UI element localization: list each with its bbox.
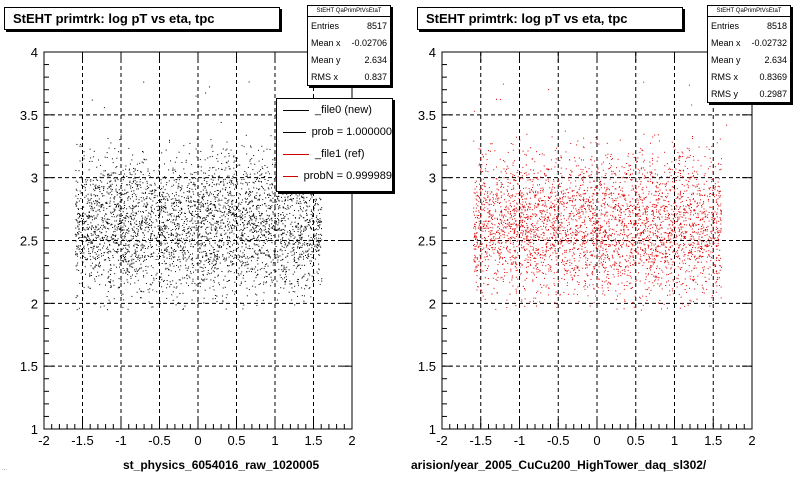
footer-note: ... <box>2 466 8 472</box>
x-tick-label: -0.5 <box>547 433 569 448</box>
left-stats-header: StEHT QaPrimPtVsEtaT <box>308 6 390 17</box>
right-chart-title: StEHT primtrk: log pT vs eta, tpc <box>417 7 683 30</box>
left-chart-title: StEHT primtrk: log pT vs eta, tpc <box>4 7 280 30</box>
x-tick-label: 0.5 <box>227 433 245 448</box>
right-chart-title-text: StEHT primtrk: log pT vs eta, tpc <box>426 11 628 26</box>
x-tick-label: -1 <box>115 433 127 448</box>
y-tick-label: 3 <box>31 171 38 186</box>
legend-line-red <box>283 175 298 177</box>
legend-item: _file0 (new) <box>277 101 392 119</box>
x-tick-label: -1.5 <box>71 433 93 448</box>
y-tick-label: 1.5 <box>20 359 38 374</box>
stat-label: RMS x <box>311 72 338 82</box>
stat-label: Mean y <box>711 55 741 65</box>
legend-line-red <box>283 153 309 155</box>
stat-label: Entries <box>311 21 340 31</box>
left-stats-row: RMS x 0.837 <box>308 68 390 85</box>
plot-panel-1: -2 -1.5 -1 -0.5 0 0.5 1 1.5 2 1 1.5 2 2.5 3 3.5 4 <box>418 45 756 448</box>
stat-value: 0.837 <box>364 72 387 82</box>
left-stats-box: StEHT QaPrimPtVsEtaT Entries 8517 Mean x-… <box>307 5 391 86</box>
stat-label: Mean x <box>311 38 341 48</box>
left-x-axis-label: st_physics_6054016_raw_1020005 <box>123 458 320 472</box>
stat-value: 8518 <box>766 21 787 31</box>
y-tick-label: 1 <box>31 422 38 437</box>
right-stats-box: StEHT QaPrimPtVsEtaT Entries 8518 Mean x-… <box>707 5 791 103</box>
legend-item: prob = 1.000000 <box>277 123 392 141</box>
x-tick-label: 1.5 <box>704 433 722 448</box>
x-tick-label: 1 <box>671 433 678 448</box>
x-tick-label: 2 <box>748 433 755 448</box>
stat-value: 0.2987 <box>759 89 787 99</box>
stat-label: Mean y <box>311 55 341 65</box>
y-tick-label: 2.5 <box>20 234 38 249</box>
stat-label: RMS y <box>711 89 738 99</box>
legend-label: _file0 (new) <box>315 104 372 116</box>
stat-value: 8517 <box>366 21 387 31</box>
x-tick-label: 1 <box>271 433 278 448</box>
legend-item: probN = 0.999989 <box>277 167 392 185</box>
stat-value: -0.02706 <box>351 38 387 48</box>
scatter-points <box>473 81 728 311</box>
y-tick-label: 3 <box>429 171 436 186</box>
y-tick-label: 2 <box>429 296 436 311</box>
legend-line-black <box>283 131 306 133</box>
y-tick-label: 3.5 <box>20 108 38 123</box>
right-stats-row: Mean y 2.634 <box>708 51 790 68</box>
x-tick-label: 0.5 <box>627 433 645 448</box>
right-stats-row: RMS x 0.8369 <box>708 68 790 85</box>
y-tick-label: 2.5 <box>418 234 436 249</box>
stat-value: -0.02732 <box>751 38 787 48</box>
y-tick-label: 1.5 <box>418 359 436 374</box>
left-chart-title-text: StEHT primtrk: log pT vs eta, tpc <box>13 11 215 26</box>
x-tick-label: 2 <box>348 433 355 448</box>
y-tick-label: 3.5 <box>418 108 436 123</box>
x-tick-label: 0 <box>593 433 600 448</box>
legend-label: _file1 (ref) <box>315 148 365 160</box>
right-stats-row: Mean x -0.02732 <box>708 34 790 51</box>
right-stats-row: Entries 8518 <box>708 17 790 34</box>
right-stats-header: StEHT QaPrimPtVsEtaT <box>708 6 790 17</box>
legend-label: probN = 0.999989 <box>303 170 392 182</box>
legend-item: _file1 (ref) <box>277 145 392 163</box>
legend-box: _file0 (new) prob = 1.000000 _file1 (ref… <box>276 98 393 192</box>
y-tick-label: 2 <box>31 296 38 311</box>
legend-label: prob = 1.000000 <box>311 126 392 138</box>
right-stats-row: RMS y 0.2987 <box>708 85 790 102</box>
y-tick-label: 1 <box>429 422 436 437</box>
x-tick-label: -0.5 <box>148 433 170 448</box>
left-stats-row: Entries 8517 <box>308 17 390 34</box>
stat-value: 0.8369 <box>759 72 787 82</box>
stat-label: RMS x <box>711 72 738 82</box>
stat-label: Entries <box>711 21 740 31</box>
x-tick-label: -1.5 <box>470 433 492 448</box>
x-tick-label: 0 <box>194 433 201 448</box>
x-tick-label: -2 <box>38 433 50 448</box>
left-stats-row: Mean y 2.634 <box>308 51 390 68</box>
left-stats-row: Mean x -0.02706 <box>308 34 390 51</box>
stat-value: 2.634 <box>364 55 387 65</box>
legend-line-black <box>283 109 309 111</box>
y-tick-label: 4 <box>429 45 436 60</box>
x-tick-label: -1 <box>514 433 526 448</box>
stat-label: Mean x <box>711 38 741 48</box>
x-tick-label: 1.5 <box>304 433 322 448</box>
stat-value: 2.634 <box>764 55 787 65</box>
x-tick-label: -2 <box>436 433 448 448</box>
y-tick-label: 4 <box>31 45 38 60</box>
right-x-axis-label: arision/year_2005_CuCu200_HighTower_daq_… <box>411 458 707 472</box>
